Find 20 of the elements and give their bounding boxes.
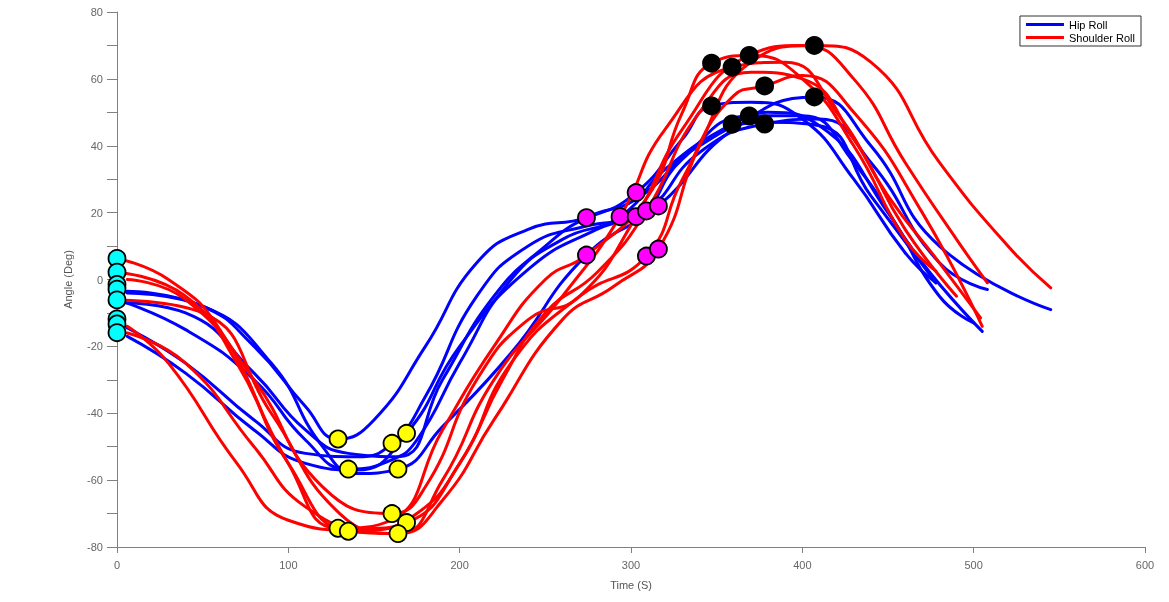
x-tick-label: 600 [1135,558,1155,571]
legend-label: Hip Roll [1068,18,1108,31]
y-tick-label: 80 [90,6,103,18]
x-tick-label: 300 [621,558,641,571]
x-tick-label: 0 [113,558,121,571]
y-tick-label: 0 [96,273,103,286]
x-axis-title: Time (S) [610,578,652,591]
y-axis-title: Angle (Deg) [61,250,74,309]
x-tick-label: 100 [279,558,298,571]
y-tick-label: 40 [90,139,103,152]
x-tick-label: 500 [964,558,983,571]
y-tick-label: -40 [87,407,103,420]
y-tick-label: -80 [87,541,103,553]
y-tick-label: -20 [87,340,103,353]
x-tick-label: 200 [450,558,469,571]
y-tick-label: 60 [90,72,103,85]
x-tick-label: 400 [793,558,812,571]
legend-label: Shoulder Roll [1068,31,1136,44]
y-tick-label: -60 [87,474,103,487]
y-tick-label: 20 [90,206,103,219]
